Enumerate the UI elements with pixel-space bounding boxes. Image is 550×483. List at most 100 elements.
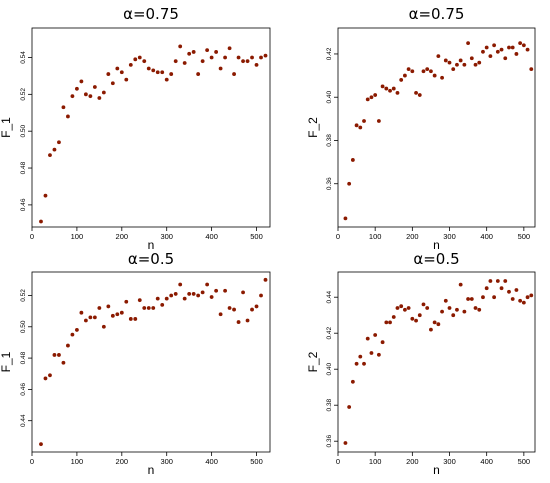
data-point: [473, 62, 478, 67]
data-point: [79, 79, 84, 84]
y-tick-label: 0.48: [20, 161, 27, 174]
data-point: [259, 293, 263, 298]
data-point: [391, 86, 396, 91]
data-point: [92, 315, 97, 320]
data-point: [425, 306, 430, 310]
data-point: [347, 405, 352, 409]
data-point: [362, 361, 366, 366]
data-point: [499, 47, 504, 52]
y-tick-label: 0.36: [326, 177, 333, 190]
data-point: [507, 289, 511, 294]
y-tick-label: 0.42: [326, 47, 333, 60]
data-point: [254, 304, 259, 309]
data-point: [488, 279, 493, 283]
data-point: [43, 193, 48, 198]
data-point: [406, 67, 411, 71]
data-point: [110, 313, 115, 318]
data-point: [365, 336, 370, 341]
data-point: [429, 69, 433, 74]
data-point: [160, 302, 165, 307]
data-point: [529, 67, 534, 71]
data-point: [142, 59, 147, 64]
data-point: [182, 296, 187, 301]
data-point: [151, 68, 156, 73]
data-point: [88, 315, 93, 320]
y-tick-label: 0.38: [326, 134, 333, 147]
data-point: [236, 320, 241, 324]
x-tick-label: 400: [205, 457, 218, 466]
data-point: [241, 290, 245, 295]
x-tick-label: 500: [518, 457, 531, 466]
data-point: [469, 297, 474, 301]
data-point: [521, 300, 526, 305]
data-point: [75, 328, 79, 332]
data-point: [473, 306, 478, 310]
data-point: [384, 86, 389, 91]
y-tick-label: 0.38: [326, 398, 333, 411]
data-point: [510, 297, 515, 301]
y-tick-label: 0.36: [326, 434, 333, 447]
data-point: [376, 352, 381, 357]
data-point: [205, 48, 210, 53]
y-axis-label: F_1: [0, 351, 13, 372]
data-point: [110, 81, 115, 86]
data-point: [507, 45, 511, 50]
data-point: [354, 361, 359, 366]
x-tick-label: 200: [406, 457, 419, 466]
data-point: [462, 309, 467, 314]
y-tick-label: 0.44: [326, 290, 333, 303]
data-point: [124, 299, 129, 304]
x-tick-label: 500: [250, 457, 263, 466]
data-point: [350, 158, 355, 162]
data-point: [39, 442, 43, 447]
data-point: [79, 310, 84, 315]
chart-title: α=0.5: [413, 250, 459, 268]
data-point: [164, 296, 169, 301]
data-point: [97, 306, 102, 310]
data-point: [358, 354, 363, 359]
data-point: [410, 69, 415, 74]
data-point: [466, 297, 470, 301]
data-point: [97, 96, 102, 100]
data-point: [83, 92, 88, 97]
data-point: [362, 119, 366, 123]
plot-frame: [31, 271, 271, 453]
data-point: [92, 85, 97, 89]
data-point: [83, 318, 88, 323]
data-point: [155, 70, 160, 75]
data-point: [101, 324, 106, 329]
data-point: [462, 62, 467, 67]
data-point: [223, 55, 227, 60]
data-point: [503, 279, 508, 283]
data-point: [259, 55, 263, 60]
data-point: [365, 97, 370, 102]
data-point: [451, 313, 456, 318]
data-point: [205, 282, 210, 287]
data-point: [495, 279, 500, 283]
x-tick-label: 100: [71, 457, 84, 466]
scatter-panel-4: α=0.5 n F_2 0 100 200 300 400 500 0.36 0.38 0.40 0.4…: [306, 250, 536, 477]
data-point: [410, 316, 415, 321]
data-point: [236, 55, 241, 60]
data-point: [209, 55, 214, 60]
data-point: [187, 51, 192, 56]
x-tick-label: 500: [518, 232, 531, 241]
data-point: [223, 288, 227, 293]
data-point: [414, 318, 418, 323]
y-tick-label: 0.46: [20, 383, 27, 396]
data-point: [425, 67, 430, 71]
data-point: [525, 295, 530, 300]
data-point: [417, 93, 422, 97]
data-point: [196, 293, 201, 298]
x-tick-label: 100: [71, 232, 84, 241]
data-point: [106, 72, 111, 76]
y-axis-label: F_2: [306, 351, 320, 372]
data-point: [48, 153, 52, 158]
x-tick-label: 400: [480, 232, 493, 241]
data-point: [227, 306, 232, 310]
y-tick-label: 0.42: [326, 326, 333, 339]
x-axis-label: n: [148, 463, 155, 477]
data-point: [232, 307, 236, 312]
data-point: [384, 320, 389, 325]
